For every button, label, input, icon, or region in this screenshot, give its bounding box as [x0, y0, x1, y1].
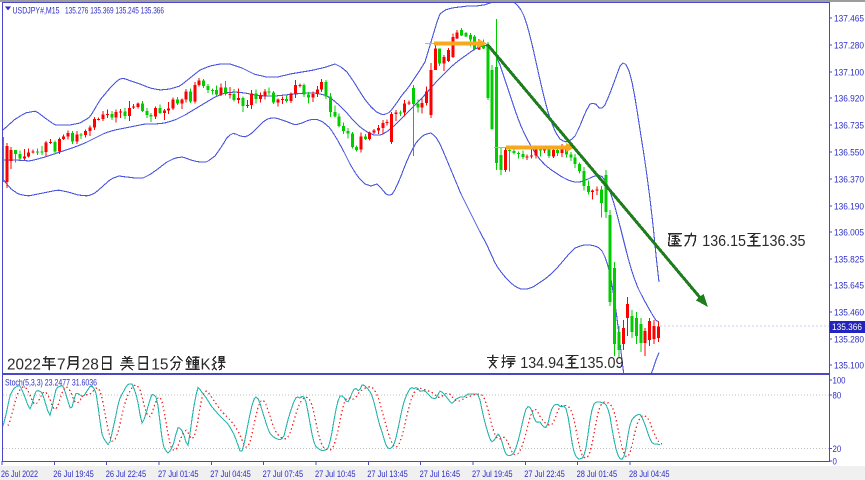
svg-text:26 Jul 22:45: 26 Jul 22:45: [106, 469, 147, 479]
svg-text:136.735: 136.735: [834, 121, 864, 131]
svg-text:28: 28: [82, 357, 99, 374]
svg-text:137.280: 137.280: [834, 41, 864, 51]
svg-text:134.94: 134.94: [520, 355, 564, 372]
svg-text:20: 20: [833, 444, 842, 454]
svg-text:28 Jul 01:45: 28 Jul 01:45: [577, 469, 618, 479]
svg-text:27 Jul 22:45: 27 Jul 22:45: [524, 469, 565, 479]
svg-text:27 Jul 10:45: 27 Jul 10:45: [315, 469, 356, 479]
svg-text:26 Jul 2022: 26 Jul 2022: [1, 469, 38, 479]
svg-text:136.35: 136.35: [762, 233, 806, 250]
svg-text:136.005: 136.005: [834, 228, 864, 238]
svg-text:136.15: 136.15: [702, 233, 746, 250]
svg-text:100: 100: [833, 376, 846, 386]
svg-text:27 Jul 04:45: 27 Jul 04:45: [210, 469, 251, 479]
svg-text:137.465: 137.465: [834, 14, 864, 24]
svg-text:135.825: 135.825: [834, 255, 864, 265]
svg-text:135.645: 135.645: [834, 281, 864, 291]
svg-text:7: 7: [57, 357, 66, 374]
svg-text:136.920: 136.920: [834, 94, 864, 104]
svg-text:27 Jul 13:45: 27 Jul 13:45: [367, 469, 408, 479]
svg-text:80: 80: [833, 391, 842, 401]
svg-text:135.280: 135.280: [834, 335, 864, 345]
svg-text:135.276 135.369 135.245 135.36: 135.276 135.369 135.245 135.366: [65, 6, 164, 17]
svg-text:0: 0: [833, 457, 837, 467]
svg-text:135.366: 135.366: [832, 322, 862, 332]
svg-text:27 Jul 16:45: 27 Jul 16:45: [420, 469, 461, 479]
svg-text:137.100: 137.100: [834, 68, 864, 78]
svg-text:USDJPY#,M15: USDJPY#,M15: [13, 6, 60, 17]
svg-text:135.460: 135.460: [834, 308, 864, 318]
svg-text:27 Jul 07:45: 27 Jul 07:45: [263, 469, 304, 479]
svg-text:K: K: [201, 357, 212, 374]
svg-text:28 Jul 04:45: 28 Jul 04:45: [629, 469, 670, 479]
svg-text:26 Jul 19:45: 26 Jul 19:45: [53, 469, 94, 479]
svg-text:136.550: 136.550: [834, 148, 864, 158]
svg-text:27 Jul 19:45: 27 Jul 19:45: [472, 469, 513, 479]
svg-text:Stoch(5,3,3) 23.2477 31.6036: Stoch(5,3,3) 23.2477 31.6036: [5, 378, 97, 388]
svg-text:136.190: 136.190: [834, 202, 864, 212]
svg-text:15: 15: [151, 357, 168, 374]
svg-text:135.100: 135.100: [834, 361, 864, 371]
svg-text:2022: 2022: [7, 357, 41, 374]
svg-text:136.370: 136.370: [834, 175, 864, 185]
svg-text:135.09: 135.09: [580, 355, 624, 372]
svg-text:27 Jul 01:45: 27 Jul 01:45: [158, 469, 199, 479]
